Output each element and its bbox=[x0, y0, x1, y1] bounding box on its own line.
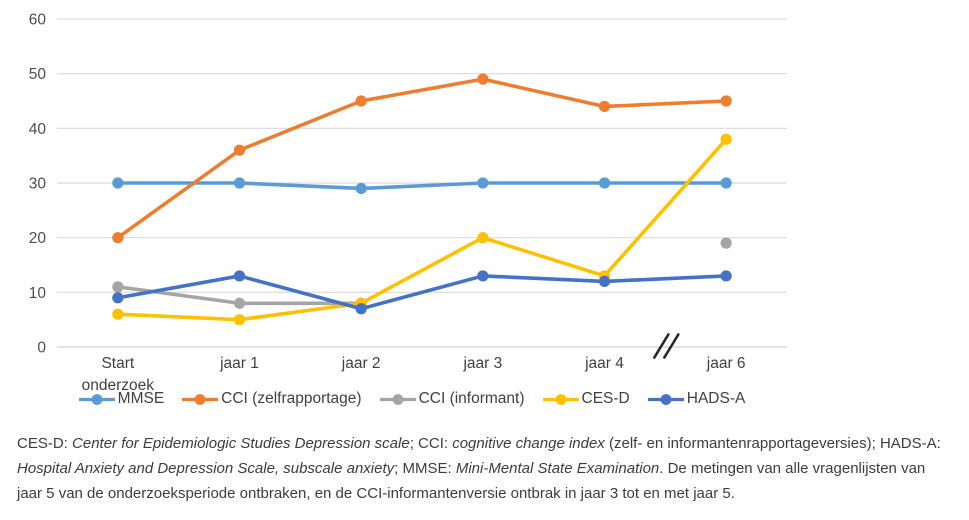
x-axis-category-label: jaar 6 bbox=[706, 355, 746, 372]
y-axis-tick-label: 40 bbox=[29, 121, 47, 138]
axis-break-icon bbox=[663, 333, 680, 359]
data-point-marker bbox=[355, 95, 367, 107]
data-point-marker bbox=[233, 177, 246, 189]
caption-text-segment: . De metingen van alle vragenlijsten van… bbox=[17, 460, 926, 502]
legend-item: CCI (zelfrapportage) bbox=[182, 390, 362, 408]
legend-item: CES-D bbox=[542, 390, 630, 408]
data-point-marker bbox=[233, 144, 246, 156]
series-line bbox=[116, 137, 728, 322]
data-point-marker bbox=[355, 182, 367, 195]
data-point-marker bbox=[598, 275, 611, 287]
caption-italic-segment: cognitive change index bbox=[452, 435, 605, 452]
legend-item: HADS-A bbox=[647, 390, 746, 408]
legend-marker-icon bbox=[647, 393, 684, 405]
data-point-marker bbox=[355, 303, 367, 315]
line-chart: 0 10 20 30 40 50 60 Start onderzoek jaar 1 jaar 2 j… bbox=[29, 12, 787, 392]
x-axis-category-label: Start onderzoek bbox=[82, 355, 155, 392]
legend-label: CCI (zelfrapportage) bbox=[221, 390, 362, 407]
caption-text-segment: ; MMSE: bbox=[394, 460, 456, 477]
data-point-marker bbox=[720, 270, 732, 282]
data-point-marker bbox=[477, 270, 489, 282]
figure-caption: CES-D: Center for Epidemiologic Studies … bbox=[17, 431, 941, 506]
data-point-marker bbox=[477, 177, 489, 189]
caption-text-segment: ; CCI: bbox=[409, 435, 453, 452]
legend-label: CES-D bbox=[581, 390, 630, 407]
data-point-marker bbox=[233, 314, 246, 326]
caption-italic-segment: Mini-Mental State Examination bbox=[455, 460, 660, 477]
series-line bbox=[116, 181, 728, 191]
x-axis-category-label: jaar 4 bbox=[584, 355, 624, 372]
x-axis-category-label: jaar 1 bbox=[219, 355, 259, 372]
chart-legend: MMSE CCI (zelfrapportage) CCI (informant) C… bbox=[0, 390, 824, 408]
caption-text-segment: CES-D: bbox=[17, 435, 73, 452]
y-axis-tick-label: 50 bbox=[29, 66, 47, 83]
data-point-marker bbox=[598, 177, 611, 189]
legend-marker-icon bbox=[379, 393, 416, 405]
x-axis-category-label: jaar 3 bbox=[462, 355, 502, 372]
y-axis-tick-label: 0 bbox=[37, 340, 46, 357]
legend-marker-icon bbox=[78, 393, 115, 405]
data-point-marker bbox=[720, 133, 732, 145]
y-axis-tick-label: 20 bbox=[29, 230, 47, 247]
data-point-marker bbox=[112, 281, 124, 293]
data-point-marker bbox=[477, 232, 489, 244]
caption-italic-segment: Center for Epidemiologic Studies Depress… bbox=[72, 435, 410, 452]
legend-label: HADS-A bbox=[686, 390, 746, 407]
data-point-marker bbox=[720, 237, 732, 249]
legend-label: CCI (informant) bbox=[418, 390, 525, 407]
data-point-marker bbox=[112, 177, 124, 189]
x-axis-category-label: jaar 2 bbox=[341, 355, 381, 372]
axis-break-icon bbox=[653, 333, 670, 359]
data-point-marker bbox=[720, 95, 732, 107]
data-point-marker bbox=[233, 270, 246, 282]
data-point-marker bbox=[112, 292, 124, 304]
data-point-marker bbox=[477, 73, 489, 85]
legend-item: CCI (informant) bbox=[379, 390, 525, 408]
legend-item: MMSE bbox=[78, 390, 165, 408]
y-axis-tick-label: 10 bbox=[29, 285, 47, 302]
legend-marker-icon bbox=[542, 393, 579, 405]
data-point-marker bbox=[598, 100, 611, 113]
data-point-marker bbox=[720, 177, 732, 189]
y-axis-tick-label: 60 bbox=[29, 12, 47, 29]
series-line bbox=[116, 274, 728, 311]
y-axis-tick-label: 30 bbox=[29, 176, 47, 193]
legend-label: MMSE bbox=[117, 390, 165, 407]
series-line bbox=[116, 77, 728, 240]
data-point-marker bbox=[233, 297, 246, 309]
caption-text-segment: (zelf- en informantenrapportageversies);… bbox=[604, 435, 941, 452]
legend-marker-icon bbox=[182, 393, 219, 405]
caption-italic-segment: Hospital Anxiety and Depression Scale, s… bbox=[17, 460, 395, 477]
data-point-marker bbox=[112, 232, 124, 244]
data-point-marker bbox=[112, 308, 124, 320]
